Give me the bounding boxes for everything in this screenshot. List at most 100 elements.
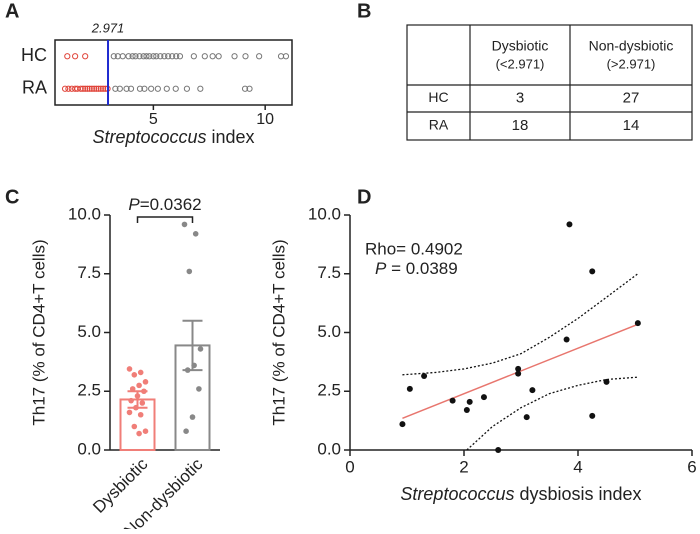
point [603,378,610,385]
column-header: Non-dysbiotic [589,38,674,54]
point [192,231,199,237]
point [209,53,216,60]
point [183,428,189,435]
x-axis-label-part: dysbiosis index [514,484,641,504]
point [129,386,136,392]
point [97,85,104,92]
row-label: HC [428,89,448,105]
x-tick-label: 0 [345,457,354,476]
point [91,85,98,92]
point [463,407,470,414]
point [126,409,133,416]
confidence-band [402,273,639,376]
point [84,85,91,92]
point [134,393,141,399]
point [466,398,473,405]
p-value-part: =0.0362 [140,195,202,214]
point [148,85,155,92]
point [77,85,84,92]
point [184,367,191,373]
point [186,268,193,275]
point [88,85,95,92]
column-header: Dysbiotic [492,38,549,54]
point [406,385,413,392]
point [241,85,249,92]
regression-line [402,323,639,419]
point [93,85,100,92]
point [136,85,144,92]
table-cell: 3 [516,89,524,106]
x-axis-label-part: Streptococcus [92,127,206,147]
annotation-part: = 0.0389 [386,259,457,278]
y-tick-label: 0.0 [317,439,341,458]
point [480,394,487,401]
x-axis-label: Streptococcus index [92,127,254,147]
point [191,362,197,369]
point [169,53,176,60]
point [72,53,79,60]
point [157,53,164,60]
point [153,53,160,60]
point [563,336,570,343]
point [125,53,132,60]
point [566,221,573,228]
column-subheader: (>2.971) [607,56,656,71]
annotation-part: P [375,259,387,278]
table-cell: 14 [623,117,640,134]
point [495,447,502,453]
point [515,365,522,372]
y-tick-label: 7.5 [77,263,101,282]
point [133,404,139,411]
y-tick-label: 10.0 [68,204,101,223]
point [99,85,107,92]
point [246,85,253,92]
point [82,85,89,92]
y-axis-label: Th17 (% of CD4+T cells) [29,239,48,425]
point [116,85,123,92]
point [181,221,188,228]
y-tick-label: 10.0 [308,204,341,223]
point [140,53,147,60]
point [142,428,149,435]
point [132,53,139,60]
point [79,85,87,92]
point [141,388,147,395]
panel-label: A [5,0,19,22]
point [150,53,157,60]
point [131,423,138,430]
point [242,53,249,60]
point [123,85,130,92]
p-value-part: P [128,195,140,214]
annotation: P = 0.0389 [375,259,458,278]
point [176,53,184,60]
point [449,397,456,404]
point [136,382,142,389]
point [141,85,148,92]
point [183,85,191,92]
point [201,53,208,60]
y-axis-label: Th17 (% of CD4+T cells) [269,239,288,425]
point [589,268,596,275]
point [131,372,138,378]
row-label: RA [22,78,47,98]
point [231,53,238,60]
point [256,53,263,60]
panel-label: B [357,0,371,22]
point [112,85,119,92]
point [143,53,150,60]
point [161,53,168,60]
point [65,85,72,92]
point [529,387,536,394]
point [86,85,93,92]
point [127,85,135,92]
y-tick-label: 5.0 [77,322,101,341]
column-subheader: (<2.971) [496,56,545,71]
point [197,85,204,92]
point [196,386,202,392]
point [126,366,133,372]
p-value: P=0.0362 [128,195,201,214]
x-axis-label: Streptococcus dysbiosis index [400,484,641,504]
y-tick-label: 7.5 [317,263,341,282]
table-cell: 27 [623,89,640,106]
x-tick-label: 2 [459,457,468,476]
